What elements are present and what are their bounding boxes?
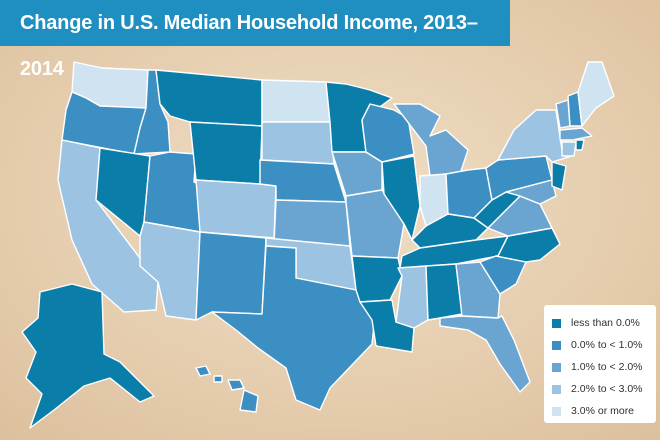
state-maryland xyxy=(505,179,557,205)
legend-swatch xyxy=(552,362,561,372)
state-connecticut xyxy=(561,141,577,157)
state-massachusetts xyxy=(559,127,593,141)
legend-swatch xyxy=(552,318,561,328)
legend-swatch xyxy=(552,406,561,416)
state-north-dakota xyxy=(261,79,331,123)
state-rhode-island xyxy=(575,139,585,151)
legend-swatch xyxy=(552,384,561,394)
state-hawaii xyxy=(195,365,259,413)
state-alaska xyxy=(21,283,155,429)
state-kansas xyxy=(273,199,351,247)
legend-swatch xyxy=(552,340,561,350)
state-wisconsin xyxy=(361,103,415,163)
state-new-jersey xyxy=(551,161,567,191)
legend-label: 1.0% to < 2.0% xyxy=(571,361,643,373)
map-title: Change in U.S. Median Household Income, … xyxy=(0,0,510,80)
state-colorado xyxy=(195,179,277,239)
state-texas xyxy=(211,245,377,411)
legend-row: 1.0% to < 2.0% xyxy=(552,356,656,378)
state-south-dakota xyxy=(261,121,335,165)
state-florida xyxy=(439,315,531,393)
state-south-carolina xyxy=(479,255,527,295)
legend: less than 0.0% 0.0% to < 1.0% 1.0% to < … xyxy=(544,305,656,423)
state-louisiana xyxy=(359,299,415,353)
legend-label: less than 0.0% xyxy=(571,317,640,329)
legend-label: 0.0% to < 1.0% xyxy=(571,339,643,351)
legend-row: less than 0.0% xyxy=(552,312,656,334)
legend-label: 2.0% to < 3.0% xyxy=(571,383,643,395)
state-iowa xyxy=(331,151,383,197)
legend-row: 3.0% or more xyxy=(552,400,656,422)
legend-row: 0.0% to < 1.0% xyxy=(552,334,656,356)
state-wyoming xyxy=(189,121,263,185)
state-georgia xyxy=(455,261,501,319)
state-maine xyxy=(577,61,615,127)
state-alabama xyxy=(425,263,463,321)
legend-row: 2.0% to < 3.0% xyxy=(552,378,656,400)
legend-label: 3.0% or more xyxy=(571,405,635,417)
state-michigan xyxy=(393,103,469,177)
state-new-mexico xyxy=(195,231,267,321)
